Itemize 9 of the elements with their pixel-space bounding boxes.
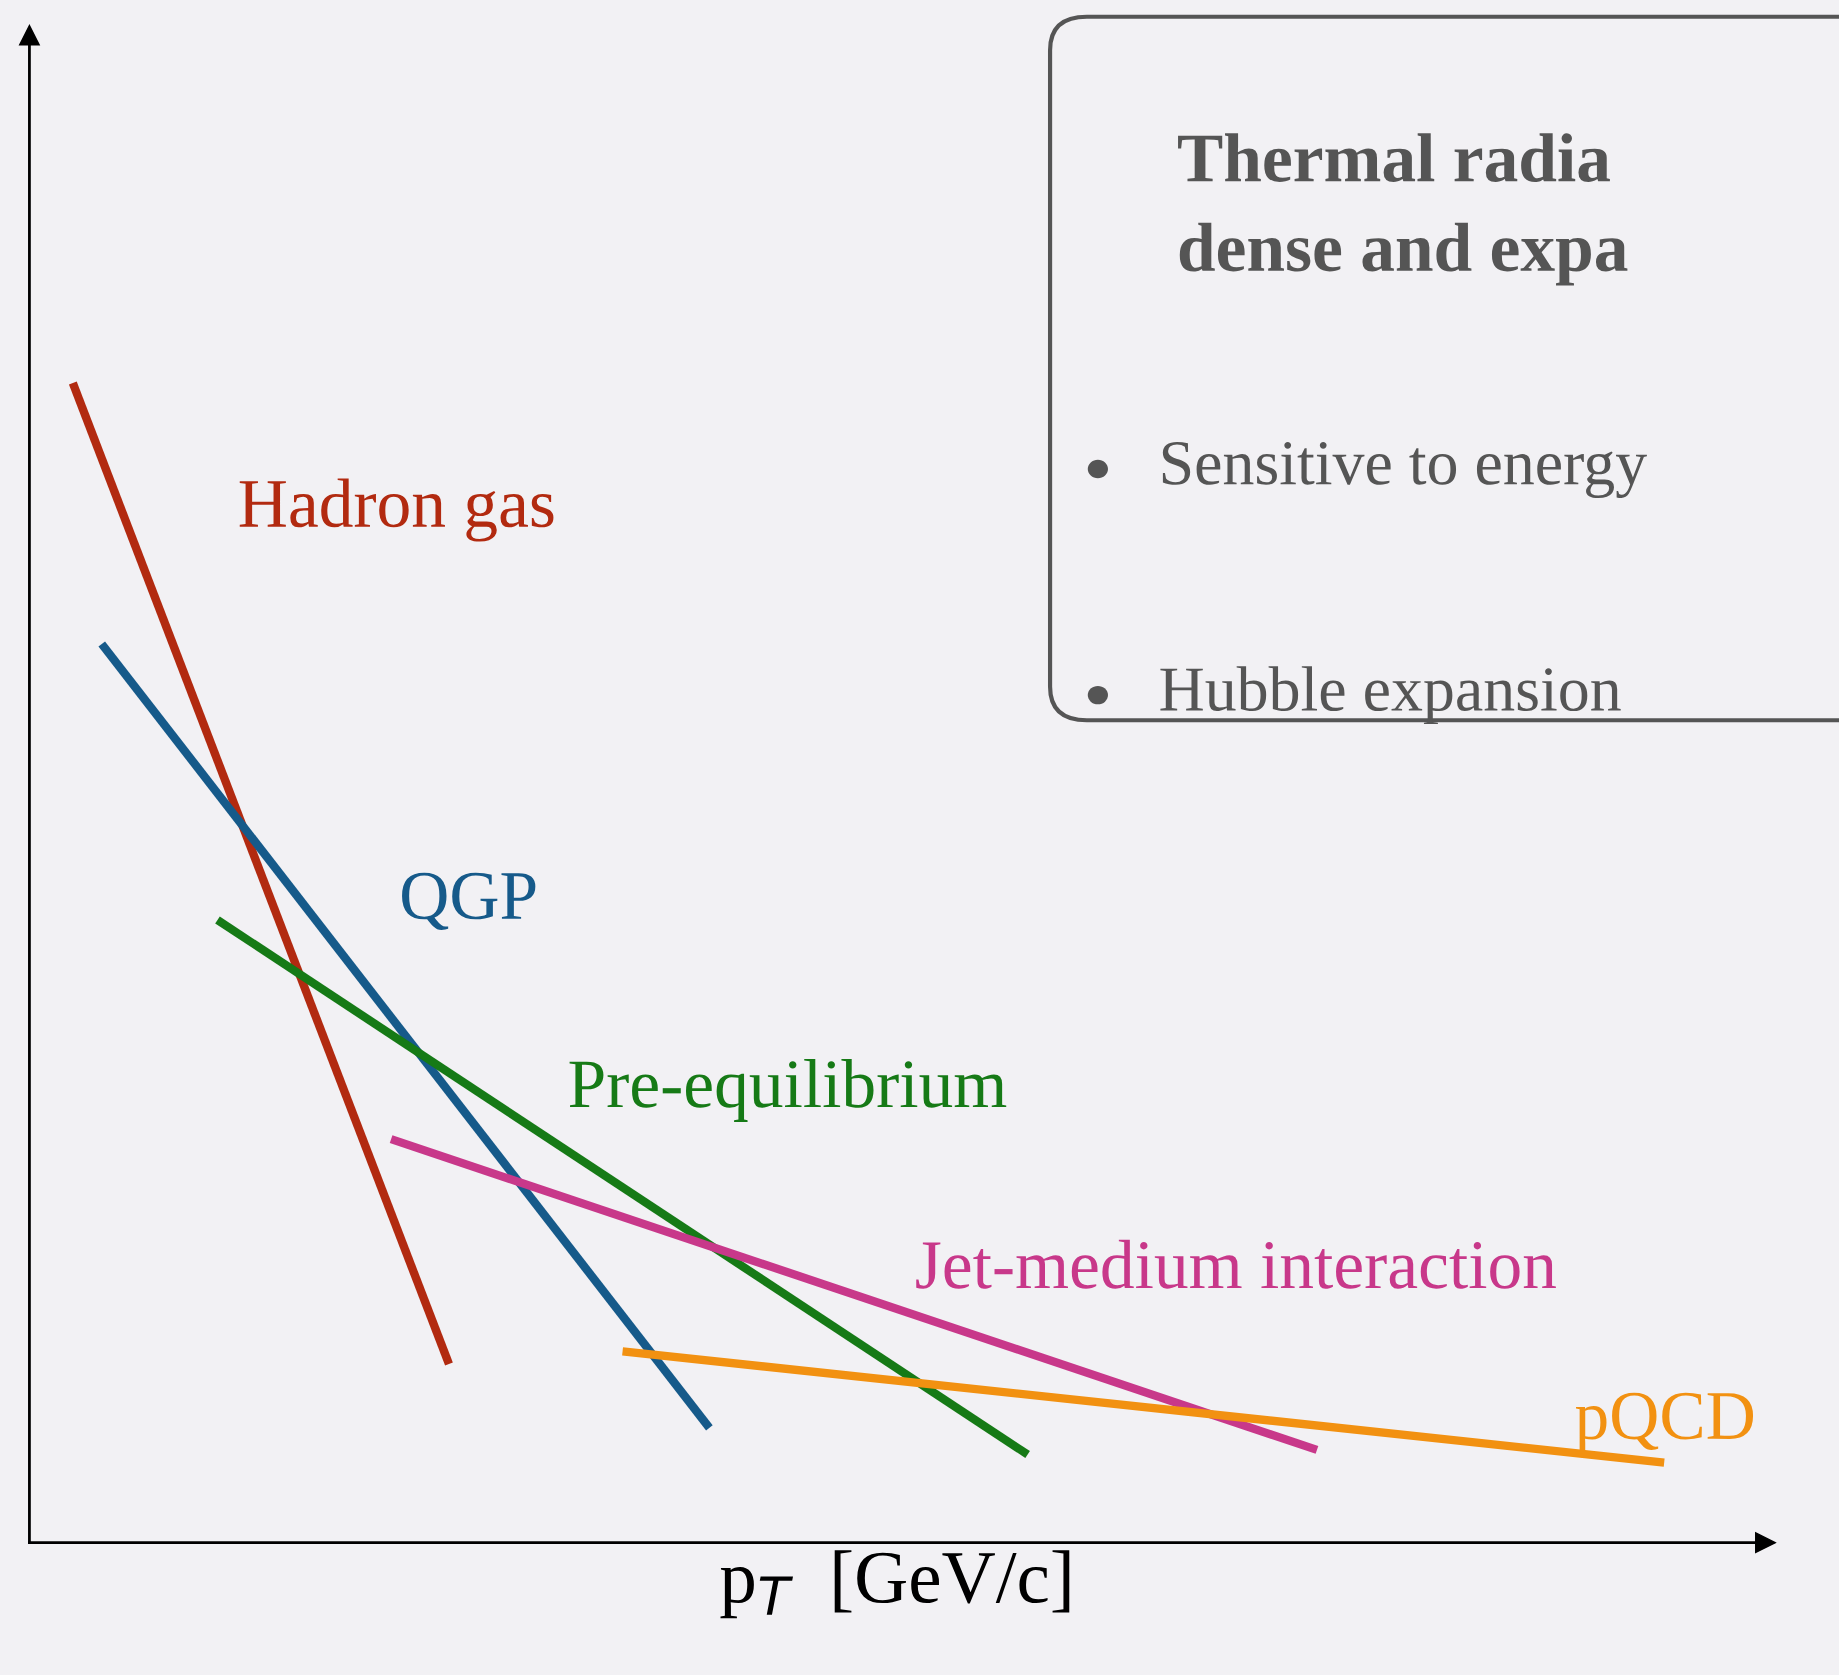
series-label: Hadron gas <box>239 478 554 542</box>
series-label: pQCD <box>1575 1392 1754 1454</box>
chart-title: Thermal radia dense and expa <box>1178 133 1628 286</box>
series-label: QGP <box>402 872 536 930</box>
series-label: Pre-equilibrium <box>569 1058 1007 1122</box>
x-axis-title: p$_{T}$ [GeV/c] <box>720 1550 1070 1619</box>
annotation: Sensitive to energy <box>1162 441 1647 498</box>
annotation: Hubble expansion <box>1160 666 1621 725</box>
series-label: Jet-medium interaction <box>916 1239 1556 1289</box>
